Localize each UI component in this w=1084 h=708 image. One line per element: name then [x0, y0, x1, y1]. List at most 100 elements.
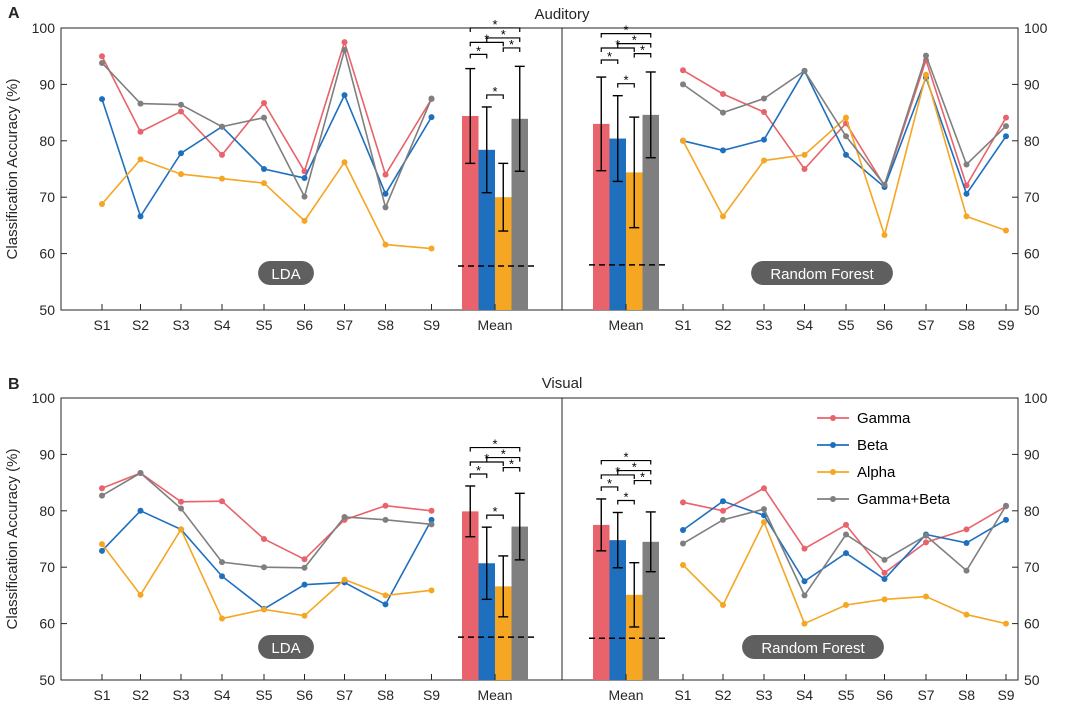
data-point — [261, 536, 267, 542]
x-tick-label: S1 — [93, 317, 110, 333]
significance-star: * — [492, 17, 497, 32]
data-point — [428, 516, 435, 523]
classifier-tag-bg — [258, 635, 314, 659]
panel-a: 50 50 60 60 70 70 80 80 90 90 100 100 A Auditory Class… — [4, 5, 1048, 333]
data-point — [963, 213, 970, 220]
y-tick-label-left: 100 — [32, 390, 56, 406]
data-point — [341, 46, 348, 53]
data-point — [99, 492, 105, 499]
x-tick-label-mean: Mean — [477, 687, 512, 703]
data-point — [137, 128, 144, 135]
significance-bracket — [600, 32, 652, 38]
mean-bar-gamma-beta — [642, 114, 659, 310]
significance-bracket — [633, 479, 652, 485]
data-point — [382, 601, 389, 608]
y-tick-label-right: 50 — [1024, 672, 1040, 688]
x-tick-label-mean: Mean — [608, 687, 643, 703]
classifier-tag-bg — [742, 635, 884, 659]
classifier-tag: LDA — [258, 635, 314, 659]
data-point — [341, 92, 348, 99]
data-point — [761, 157, 767, 164]
significance-bracket — [617, 469, 652, 475]
data-point — [219, 498, 225, 505]
significance-star: * — [607, 49, 612, 64]
y-tick-label-left: 60 — [39, 246, 55, 262]
x-tick-label: S3 — [172, 317, 189, 333]
data-point — [261, 100, 267, 107]
data-point — [801, 151, 808, 158]
x-tick-label: S7 — [336, 317, 353, 333]
data-point — [881, 181, 888, 188]
data-point — [382, 502, 389, 509]
data-point — [341, 159, 348, 166]
significance-bracket — [486, 456, 521, 462]
axes-box — [60, 397, 1019, 681]
data-point — [99, 547, 105, 554]
data-point — [99, 200, 105, 207]
data-point — [881, 231, 888, 238]
axes-box — [60, 27, 1019, 311]
data-point — [1003, 502, 1009, 509]
x-tick-label: S9 — [997, 317, 1014, 333]
significance-bracket — [469, 473, 488, 478]
data-point — [843, 521, 849, 528]
data-point — [680, 526, 686, 533]
legend-entry-label: Beta — [857, 437, 889, 454]
data-point — [761, 136, 767, 143]
significance-bracket — [486, 37, 521, 42]
significance-star: * — [509, 457, 514, 472]
x-tick-label: S5 — [255, 317, 272, 333]
data-point — [720, 90, 726, 97]
data-point — [178, 150, 184, 157]
x-tick-label: S2 — [132, 317, 149, 333]
x-tick-label: S5 — [837, 317, 854, 333]
classifier-tag-bg — [751, 261, 893, 285]
data-point — [341, 514, 348, 521]
significance-bracket — [469, 461, 504, 466]
data-point — [219, 573, 225, 580]
significance-star: * — [509, 37, 514, 52]
mean-bar-gamma — [593, 524, 610, 680]
data-point — [801, 545, 808, 552]
significance-star: * — [623, 489, 628, 504]
data-point — [680, 540, 686, 547]
data-point — [99, 53, 105, 60]
mean-bar-beta — [609, 540, 626, 680]
data-point — [923, 532, 929, 539]
y-tick-label-right: 100 — [1024, 20, 1048, 36]
data-point — [428, 507, 435, 514]
data-point — [843, 151, 849, 158]
data-point — [720, 516, 726, 523]
data-point — [301, 612, 308, 619]
x-tick-label: S1 — [93, 687, 110, 703]
data-point — [963, 161, 970, 168]
x-tick-label: S3 — [755, 317, 772, 333]
y-tick-label-left: 50 — [39, 302, 55, 318]
data-point — [261, 180, 267, 187]
legend-swatch-marker — [830, 469, 836, 475]
significance-bracket — [469, 27, 521, 32]
data-point — [1003, 133, 1009, 140]
data-point — [1003, 227, 1009, 234]
x-tick-label: S2 — [132, 687, 149, 703]
data-point — [261, 606, 267, 613]
y-tick-label-right: 90 — [1024, 76, 1040, 92]
x-tick-label: S2 — [714, 687, 731, 703]
panel-b: 50 50 60 60 70 70 80 80 90 90 100 100 B Visual Classif… — [4, 375, 1048, 703]
data-point — [843, 133, 849, 140]
significance-bracket — [486, 514, 504, 520]
data-point — [801, 592, 808, 599]
data-point — [761, 109, 767, 116]
data-point — [801, 67, 808, 74]
data-point — [301, 168, 308, 175]
significance-bracket — [600, 486, 619, 491]
data-point — [963, 190, 970, 197]
significance-star: * — [501, 27, 506, 42]
significance-bracket — [600, 59, 619, 64]
data-point — [301, 175, 308, 182]
data-point — [99, 59, 105, 66]
significance-star: * — [501, 447, 506, 462]
data-point — [137, 507, 144, 514]
x-tick-label-mean: Mean — [477, 317, 512, 333]
significance-bracket — [469, 53, 488, 59]
